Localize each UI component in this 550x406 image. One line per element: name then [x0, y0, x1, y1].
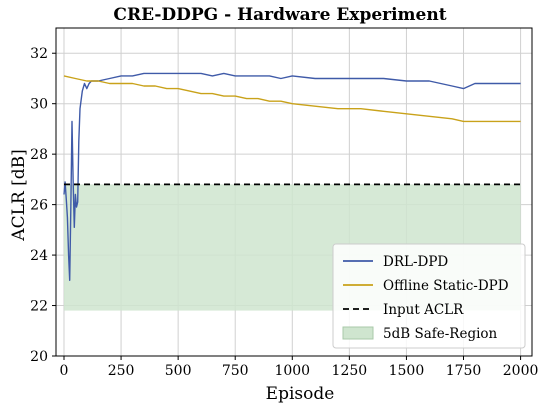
- y-tick-label: 22: [30, 299, 48, 315]
- x-tick-label: 250: [108, 363, 135, 379]
- y-tick-label: 20: [30, 349, 48, 365]
- chart-title: CRE-DDPG - Hardware Experiment: [113, 5, 446, 25]
- tick-labels: 0 250 500 750 1000 1250 1500 1750 2000 20 22 24 26 28…: [30, 46, 538, 379]
- series-line-1: [63, 75, 521, 123]
- legend: DRL-DPD Offline Static-DPD Input ACLR 5dB S…: [332, 243, 526, 349]
- x-tick-label: 1750: [446, 363, 482, 379]
- legend-label-3: 5dB Safe-Region: [383, 326, 498, 342]
- plot-frame: [55, 27, 533, 357]
- legend-swatch-3: [342, 326, 374, 340]
- y-tick-label: 26: [30, 198, 48, 214]
- y-tick-label: 30: [30, 97, 48, 113]
- legend-box: [332, 243, 526, 349]
- axes: [55, 27, 533, 357]
- legend-label-0: DRL-DPD: [383, 254, 448, 270]
- legend-label-2: Input ACLR: [383, 302, 464, 318]
- x-tick-label: 2000: [503, 363, 539, 379]
- x-tick-label: 1000: [274, 363, 310, 379]
- x-tick-label: 1250: [332, 363, 368, 379]
- y-tick-label: 24: [30, 248, 48, 264]
- y-axis-label: ACLR [dB]: [9, 149, 29, 241]
- x-tick-label: 750: [222, 363, 249, 379]
- y-tick-label: 32: [30, 46, 48, 62]
- legend-label-1: Offline Static-DPD: [383, 278, 509, 294]
- x-tick-label: 0: [60, 363, 69, 379]
- x-tick-label: 1500: [389, 363, 425, 379]
- x-tick-label: 500: [165, 363, 192, 379]
- series-layer: [63, 72, 521, 281]
- x-axis-label: Episode: [266, 384, 335, 404]
- y-tick-label: 28: [30, 147, 48, 163]
- series-line-0: [63, 72, 521, 281]
